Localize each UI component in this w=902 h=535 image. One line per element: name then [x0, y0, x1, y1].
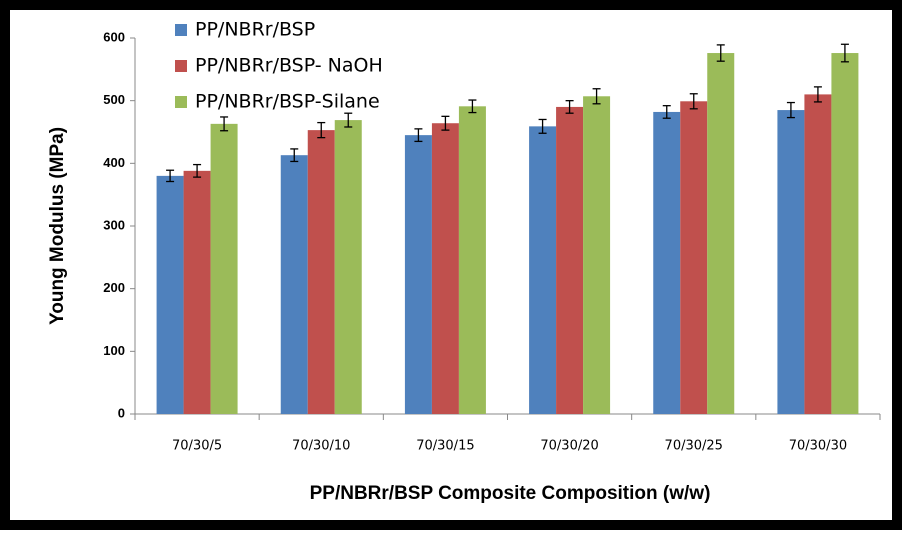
bar — [183, 170, 211, 414]
bar — [556, 106, 584, 414]
bar — [210, 123, 238, 414]
bar — [680, 101, 708, 414]
error-bar — [220, 116, 229, 132]
legend-swatch — [175, 24, 187, 36]
error-bar — [441, 115, 450, 131]
bar — [307, 130, 335, 414]
error-bar — [565, 100, 574, 114]
error-bar — [317, 121, 326, 139]
error-bar — [813, 86, 822, 103]
bar — [804, 94, 832, 415]
error-bar — [290, 148, 299, 163]
y-tick-label: 0 — [118, 405, 125, 420]
x-tick-label: 70/30/30 — [789, 439, 847, 454]
bar — [431, 123, 459, 414]
y-tick-label: 400 — [103, 155, 125, 170]
y-tick-label: 300 — [103, 217, 125, 232]
legend-label: PP/NBRr/BSP — [195, 19, 315, 41]
bar — [280, 155, 308, 415]
error-bar — [166, 169, 175, 183]
y-tick-label: 100 — [103, 343, 125, 358]
error-bar — [786, 101, 795, 119]
bar — [653, 111, 681, 415]
legend-swatch — [175, 96, 187, 108]
legend-label: PP/NBRr/BSP-Silane — [195, 91, 380, 113]
x-tick-label: 70/30/15 — [416, 439, 474, 454]
bar — [404, 135, 432, 414]
x-tick-label: 70/30/20 — [540, 439, 598, 454]
x-tick-label: 70/30/25 — [665, 439, 723, 454]
error-bar — [414, 128, 423, 143]
bar — [458, 106, 486, 414]
error-bar — [193, 163, 202, 178]
legend-label: PP/NBRr/BSP- NaOH — [195, 55, 383, 77]
error-bar — [538, 118, 547, 134]
error-bar — [689, 93, 698, 110]
error-bar — [662, 105, 671, 119]
legend-swatch — [175, 60, 187, 72]
y-tick-label: 600 — [103, 29, 125, 44]
y-tick-label: 200 — [103, 280, 125, 295]
x-tick-label: 70/30/10 — [292, 439, 350, 454]
bar — [707, 53, 735, 414]
bar — [156, 175, 184, 414]
error-bar — [344, 112, 353, 128]
bar — [831, 53, 859, 414]
y-axis-title: Young Modulus (MPa) — [47, 127, 68, 325]
error-bar — [716, 44, 725, 62]
bar — [529, 126, 557, 415]
bar — [777, 110, 805, 415]
error-bar — [468, 99, 477, 114]
error-bar — [840, 43, 849, 63]
error-bar — [592, 88, 601, 105]
y-tick-label: 500 — [103, 92, 125, 107]
x-axis-title: PP/NBRr/BSP Composite Composition (w/w) — [310, 483, 711, 504]
bar — [583, 96, 611, 414]
x-tick-label: 70/30/5 — [172, 439, 222, 454]
bar — [334, 120, 362, 415]
